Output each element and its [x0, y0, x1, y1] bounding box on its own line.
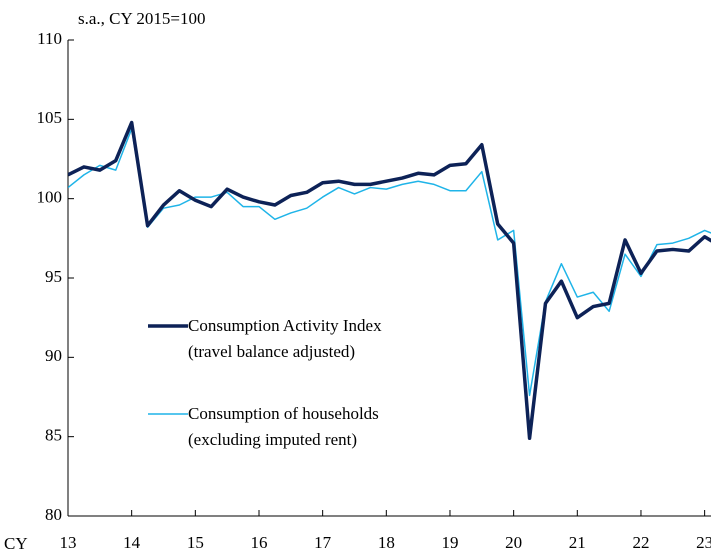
x-tick-label: 21	[569, 533, 586, 552]
chart-subtitle: s.a., CY 2015=100	[78, 9, 205, 28]
x-tick-label: 22	[632, 533, 649, 552]
y-tick-label: 80	[45, 505, 62, 524]
y-tick-label: 85	[45, 426, 62, 445]
y-tick-label: 100	[37, 188, 63, 207]
x-tick-label: 19	[441, 533, 458, 552]
x-tick-label: 17	[314, 533, 332, 552]
x-tick-label: 16	[250, 533, 267, 552]
x-tick-label: 14	[123, 533, 141, 552]
series-line	[68, 120, 711, 441]
x-tick-label: 15	[187, 533, 204, 552]
y-tick-label: 105	[37, 108, 63, 127]
x-axis-label: CY	[4, 534, 28, 553]
x-tick-label: 18	[378, 533, 395, 552]
series-line	[68, 128, 711, 397]
y-tick-label: 95	[45, 267, 62, 286]
plot-area	[68, 120, 711, 441]
legend-label: Consumption Activity Index (travel balan…	[188, 316, 382, 361]
y-tick-label: 110	[37, 29, 62, 48]
x-tick-label: 23	[696, 533, 711, 552]
legend-label: Consumption of households (excluding imp…	[188, 404, 379, 449]
x-tick-label: 20	[505, 533, 522, 552]
y-tick-label: 90	[45, 346, 62, 365]
x-tick-label: 13	[60, 533, 77, 552]
